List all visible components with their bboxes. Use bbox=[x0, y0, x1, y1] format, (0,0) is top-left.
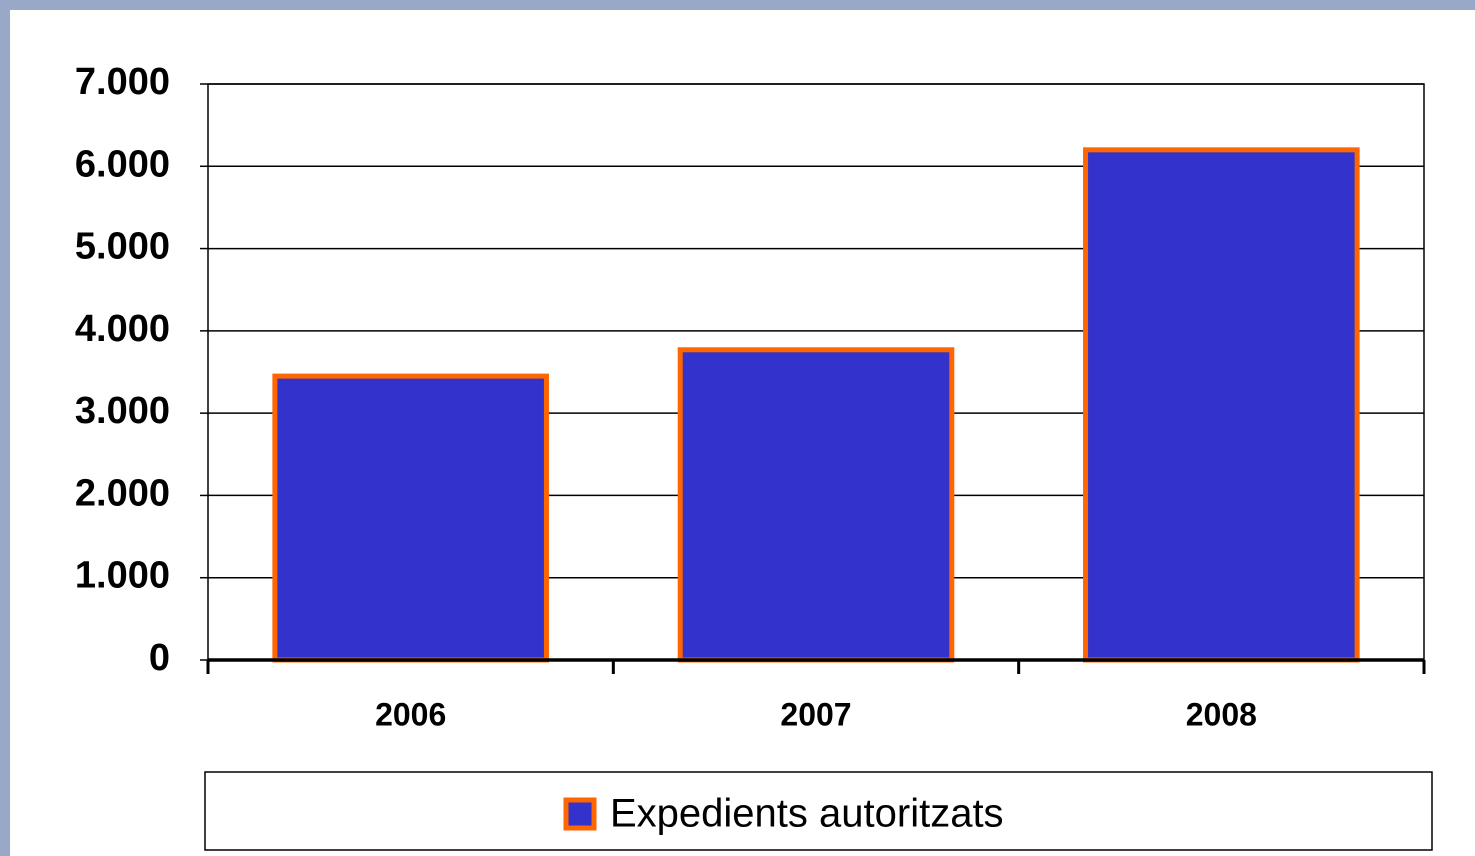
y-tick-label: 7.000 bbox=[75, 61, 170, 103]
x-tick-label: 2006 bbox=[375, 696, 446, 732]
legend-label: Expedients autoritzats bbox=[610, 792, 1004, 836]
y-tick-label: 3.000 bbox=[75, 390, 170, 432]
y-tick-label: 0 bbox=[149, 637, 170, 679]
legend-swatch bbox=[563, 797, 597, 831]
bar bbox=[1083, 147, 1360, 663]
y-tick-label: 6.000 bbox=[75, 143, 170, 185]
bar bbox=[677, 347, 955, 663]
chart: 0 1.000 2.000 3.000 4.000 5.000 6.000 7.000 2006… bbox=[10, 10, 1475, 856]
legend-box bbox=[204, 771, 1433, 851]
y-tick-label: 5.000 bbox=[75, 226, 170, 268]
y-tick-label: 2.000 bbox=[75, 472, 170, 514]
x-tick-label: 2007 bbox=[780, 696, 851, 732]
bar bbox=[272, 373, 549, 663]
y-tick-label: 1.000 bbox=[75, 555, 170, 597]
x-tick-label: 2008 bbox=[1186, 696, 1257, 732]
y-tick-label: 4.000 bbox=[75, 308, 170, 350]
